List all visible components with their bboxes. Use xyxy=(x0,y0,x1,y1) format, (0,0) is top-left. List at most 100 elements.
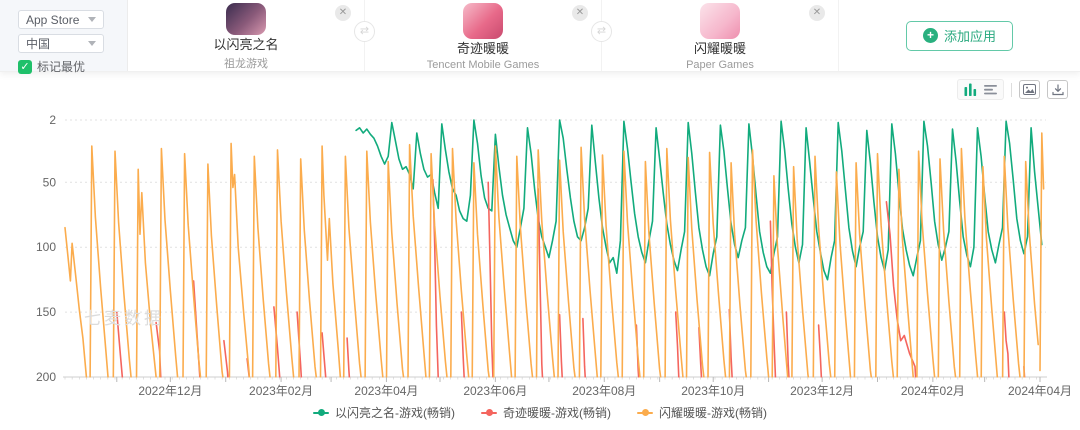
legend-label: 闪耀暖暖-游戏(畅销) xyxy=(659,406,767,420)
toolbar-divider xyxy=(1011,82,1012,97)
x-axis-label: 2023年12月 xyxy=(790,384,854,398)
list-view-icon[interactable] xyxy=(984,84,997,95)
app-icon xyxy=(463,3,503,39)
series-line-3 xyxy=(1023,160,1039,378)
app-card-3: 闪耀暖暖 Paper Games ✕ xyxy=(602,0,839,71)
series-line-3 xyxy=(937,158,957,378)
series-line-2 xyxy=(223,339,229,378)
series-line-3 xyxy=(535,149,556,378)
series-line-3 xyxy=(182,152,202,378)
series-line-3 xyxy=(428,152,448,378)
platform-select[interactable]: App Store xyxy=(18,10,104,29)
legend-item[interactable]: 以闪亮之名-游戏(畅销) xyxy=(313,404,455,421)
ranking-line-chart: 2 50 100 150 200 2022年12月 2023年02月 2023年04月 2023… xyxy=(36,113,1072,398)
app-publisher: Paper Games xyxy=(686,59,754,71)
chart-view-icon[interactable] xyxy=(964,83,977,96)
series-line-2 xyxy=(674,311,680,378)
y-axis-label: 2 xyxy=(49,113,56,127)
series-line-3 xyxy=(385,160,405,378)
add-app-button[interactable]: + 添加应用 xyxy=(905,20,1013,51)
x-axis-label: 2023年10月 xyxy=(681,384,745,398)
series-line-3 xyxy=(600,154,620,378)
region-select[interactable]: 中国 xyxy=(18,34,104,53)
series-line-3 xyxy=(112,150,132,378)
app-icon xyxy=(700,3,740,39)
series-line-3 xyxy=(642,160,662,378)
close-icon[interactable]: ✕ xyxy=(572,5,588,21)
chevron-down-icon xyxy=(88,17,96,22)
x-axis-label: 2023年06月 xyxy=(463,384,527,398)
chart-toolbar xyxy=(957,79,1068,100)
series-line-3 xyxy=(205,163,224,378)
app-card-2: 奇迹暖暖 Tencent Mobile Games ✕ ⇄ xyxy=(365,0,612,71)
x-axis-label: 2023年04月 xyxy=(354,384,418,398)
series-line-3 xyxy=(364,150,384,378)
series-line-1 xyxy=(355,119,1043,281)
filter-panel: App Store 中国 ✓ 标记最优 xyxy=(0,0,128,74)
legend-item[interactable]: 闪耀暖暖-游戏(畅销) xyxy=(637,404,767,421)
app-name: 奇迹暖暖 xyxy=(456,41,509,56)
series-line-3 xyxy=(251,155,271,378)
series-line-3 xyxy=(707,151,727,378)
app-publisher: 祖龙游戏 xyxy=(224,58,268,70)
swap-apps-icon[interactable]: ⇄ xyxy=(591,21,612,42)
app-name: 闪耀暖暖 xyxy=(693,41,746,56)
export-image-button[interactable] xyxy=(1019,80,1040,99)
legend-marker xyxy=(313,409,329,416)
series-group xyxy=(64,119,1045,378)
series-line-3 xyxy=(664,147,684,378)
close-icon[interactable]: ✕ xyxy=(809,5,825,21)
series-line-3 xyxy=(319,145,342,378)
series-line-3 xyxy=(728,162,748,378)
legend-label: 以闪亮之名-游戏(畅销) xyxy=(335,406,455,420)
region-select-value: 中国 xyxy=(26,37,51,51)
series-line-3 xyxy=(1001,155,1021,378)
series-line-3 xyxy=(450,147,470,378)
series-line-3 xyxy=(275,149,295,378)
app-icon xyxy=(226,3,266,35)
swap-apps-icon[interactable]: ⇄ xyxy=(354,21,375,42)
legend-marker xyxy=(481,409,497,416)
platform-select-value: App Store xyxy=(26,12,80,27)
mark-best-label: 标记最优 xyxy=(37,60,86,74)
series-line-3 xyxy=(135,168,157,378)
legend-item[interactable]: 奇迹暖暖-游戏(畅销) xyxy=(481,404,611,421)
series-line-3 xyxy=(750,149,770,378)
series-line-3 xyxy=(471,162,490,378)
download-button[interactable] xyxy=(1047,80,1068,99)
series-line-2 xyxy=(487,181,494,378)
app-card-list: 以闪亮之名 祖龙游戏 ✕ ⇄ 奇迹暖暖 Tencent Mobile Games… xyxy=(128,0,839,71)
x-axis-label: 2022年12月 xyxy=(138,384,202,398)
series-line-3 xyxy=(621,150,641,378)
close-icon[interactable]: ✕ xyxy=(335,5,351,21)
series-line-2 xyxy=(321,332,327,378)
add-app-label: 添加应用 xyxy=(943,29,996,44)
y-axis-label: 200 xyxy=(36,370,56,384)
series-line-3 xyxy=(89,145,109,378)
series-line-2 xyxy=(460,311,465,378)
series-line-3 xyxy=(1039,132,1045,372)
series-line-2 xyxy=(296,311,303,378)
series-line-3 xyxy=(812,155,832,378)
comparison-header: App Store 中国 ✓ 标记最优 以闪亮之名 祖龙游戏 ✕ ⇄ 奇迹暖暖 … xyxy=(0,0,1080,74)
series-line-2 xyxy=(817,324,823,378)
series-line-3 xyxy=(228,142,251,378)
series-line-3 xyxy=(958,147,979,378)
series-line-2 xyxy=(273,306,281,378)
series-line-2 xyxy=(785,311,790,378)
checkbox-checked-icon: ✓ xyxy=(18,59,32,74)
series-line-2 xyxy=(1003,311,1010,378)
series-line-2 xyxy=(769,220,777,378)
add-app-zone: + 添加应用 xyxy=(839,0,1080,71)
chart-legend: 以闪亮之名-游戏(畅销) 奇迹暖暖-游戏(畅销) 闪耀暖暖-游戏(畅销) xyxy=(0,404,1080,421)
plus-icon: + xyxy=(922,28,938,43)
app-name: 以闪亮之名 xyxy=(213,37,279,52)
x-axis-label: 2024年02月 xyxy=(901,384,965,398)
x-axis-label: 2023年02月 xyxy=(249,384,313,398)
mark-best-checkbox[interactable]: ✓ 标记最优 xyxy=(18,58,127,75)
series-line-3 xyxy=(514,155,534,378)
series-line-2 xyxy=(698,326,703,378)
app-card-1: 以闪亮之名 祖龙游戏 ✕ ⇄ xyxy=(128,0,375,71)
y-axis-label: 50 xyxy=(43,175,57,189)
series-line-3 xyxy=(853,162,873,378)
